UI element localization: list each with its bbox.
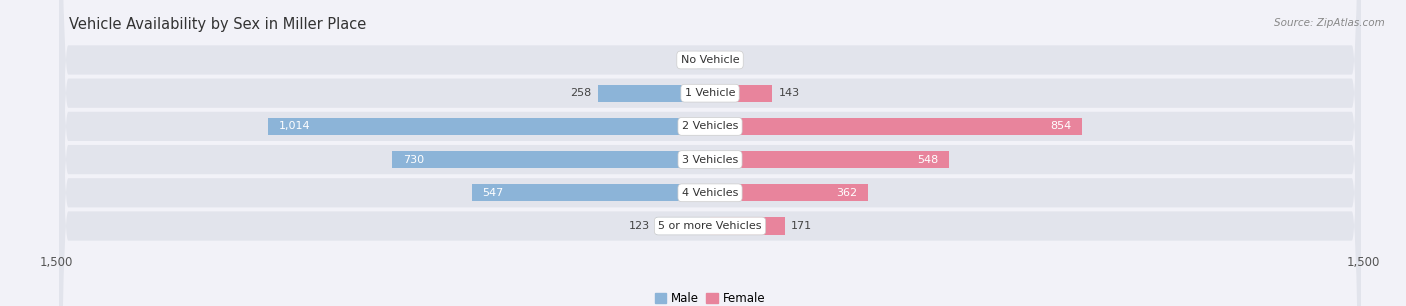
Bar xyxy=(710,118,1083,135)
Text: 547: 547 xyxy=(482,188,503,198)
Text: 123: 123 xyxy=(628,221,650,231)
Text: Vehicle Availability by Sex in Miller Place: Vehicle Availability by Sex in Miller Pl… xyxy=(69,17,367,32)
Text: 0: 0 xyxy=(717,55,724,65)
Text: 143: 143 xyxy=(779,88,800,98)
Bar xyxy=(269,118,710,135)
Text: 854: 854 xyxy=(1050,121,1071,131)
Text: 2 Vehicles: 2 Vehicles xyxy=(682,121,738,131)
Bar xyxy=(710,151,949,168)
Text: 171: 171 xyxy=(792,221,813,231)
Text: 1,014: 1,014 xyxy=(278,121,311,131)
Text: 258: 258 xyxy=(569,88,591,98)
Bar xyxy=(710,217,785,235)
Bar xyxy=(710,84,772,102)
Bar xyxy=(471,184,710,201)
Text: 1 Vehicle: 1 Vehicle xyxy=(685,88,735,98)
Bar xyxy=(392,151,710,168)
Bar xyxy=(710,184,868,201)
Text: 362: 362 xyxy=(835,188,856,198)
Bar xyxy=(598,84,710,102)
Legend: Male, Female: Male, Female xyxy=(655,292,765,305)
Text: Source: ZipAtlas.com: Source: ZipAtlas.com xyxy=(1274,18,1385,28)
FancyBboxPatch shape xyxy=(59,0,1361,306)
Text: 5 or more Vehicles: 5 or more Vehicles xyxy=(658,221,762,231)
Text: 548: 548 xyxy=(917,155,938,165)
FancyBboxPatch shape xyxy=(59,0,1361,306)
Bar xyxy=(657,217,710,235)
FancyBboxPatch shape xyxy=(59,0,1361,306)
Text: No Vehicle: No Vehicle xyxy=(681,55,740,65)
Text: 4 Vehicles: 4 Vehicles xyxy=(682,188,738,198)
Bar xyxy=(697,51,710,69)
FancyBboxPatch shape xyxy=(59,0,1361,306)
Text: 730: 730 xyxy=(402,155,423,165)
FancyBboxPatch shape xyxy=(59,0,1361,306)
Text: 29: 29 xyxy=(676,55,690,65)
Text: 3 Vehicles: 3 Vehicles xyxy=(682,155,738,165)
FancyBboxPatch shape xyxy=(59,0,1361,306)
